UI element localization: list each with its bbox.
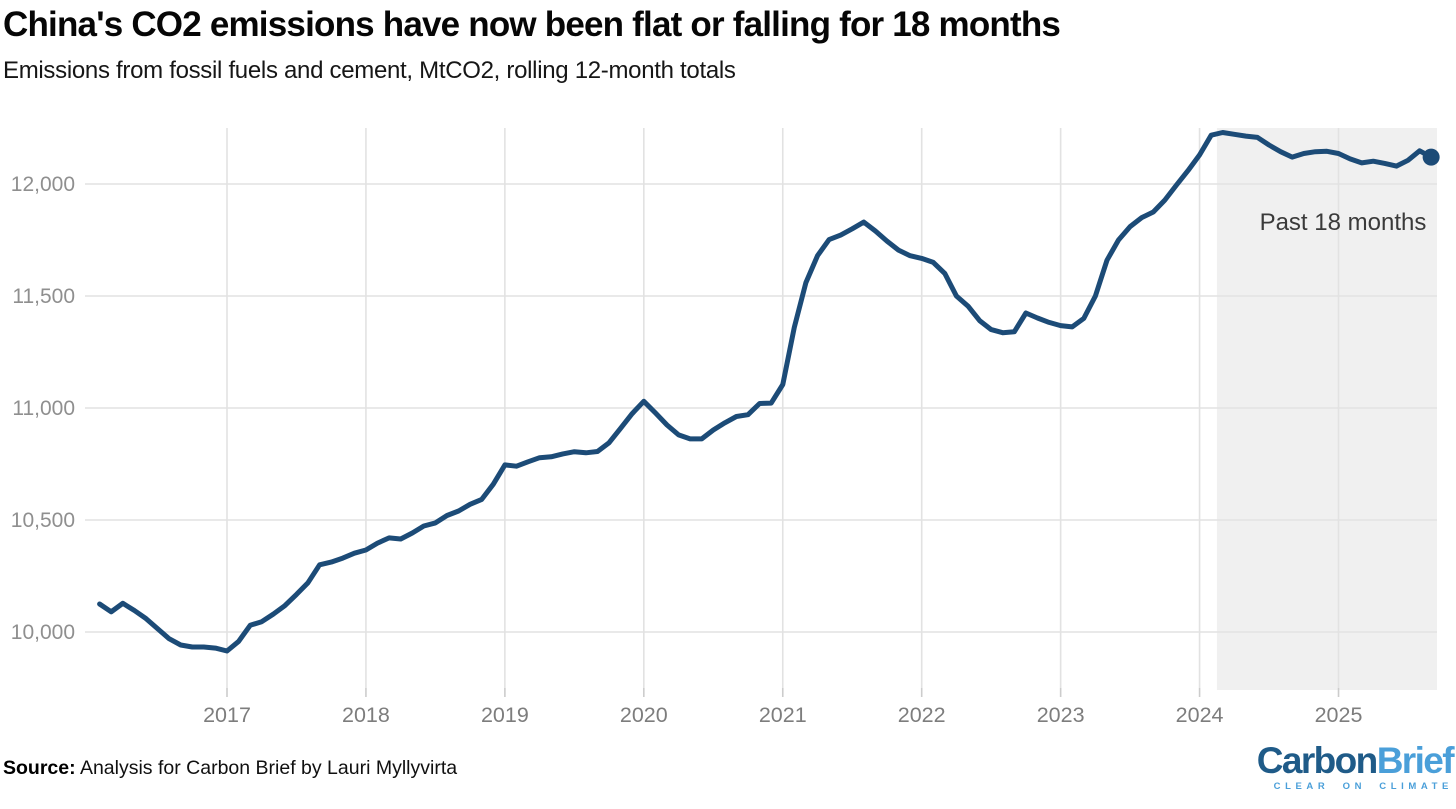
y-axis-label: 11,500 [12,285,75,308]
x-axis-label: 2017 [203,703,251,727]
y-axis-label: 10,000 [11,621,75,644]
x-axis-label: 2023 [1037,703,1085,727]
logo-tagline: CLEAR ON CLIMATE [1273,781,1453,792]
x-axis-label: 2021 [759,703,807,727]
y-axis-label: 10,500 [11,509,75,532]
emissions-line-chart: 10,000 10,500 11,000 11,500 12,000 2017 2018 20… [11,128,1440,727]
chart-subtitle: Emissions from fossil fuels and cement, … [3,57,736,84]
latest-value-dot [1422,148,1440,166]
chart-title: China's CO2 emissions have now been flat… [3,5,1061,44]
highlight-label: Past 18 months [1260,209,1427,236]
logo-carbon: Carbon [1256,740,1379,781]
x-axis-label: 2024 [1176,703,1224,727]
emissions-line [97,130,1434,654]
logo-brief: Brief [1376,740,1455,781]
x-axis-label: 2019 [481,703,529,727]
x-axis-label: 2025 [1315,703,1363,727]
x-axis-label: 2022 [898,703,946,727]
carbonbrief-wordmark: CarbonBrief [1256,740,1455,781]
x-axis-label: 2018 [342,703,390,727]
x-axis-label: 2020 [620,703,668,727]
highlight-region [1216,128,1437,690]
y-axis-label: 11,000 [12,397,75,420]
source-text: Analysis for Carbon Brief by Lauri Mylly… [75,757,458,779]
y-axis-label: 12,000 [11,173,75,196]
source-label: Source: [3,757,76,779]
carbonbrief-logo: CarbonBrief CLEAR ON CLIMATE [1256,740,1455,792]
source-line: Source: Analysis for Carbon Brief by Lau… [3,757,457,780]
